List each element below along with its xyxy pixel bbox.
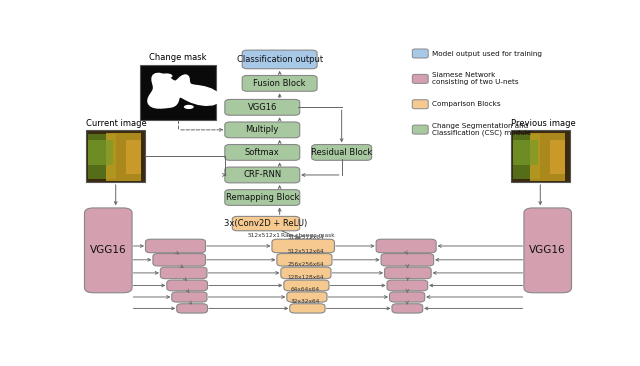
Text: Multiply: Multiply [246, 126, 279, 134]
FancyBboxPatch shape [390, 292, 425, 302]
FancyBboxPatch shape [524, 208, 572, 293]
Text: CRF-RNN: CRF-RNN [243, 171, 282, 179]
FancyBboxPatch shape [140, 65, 216, 120]
Text: Previous image: Previous image [511, 119, 575, 128]
Text: Fusion Block: Fusion Block [253, 79, 306, 88]
FancyBboxPatch shape [225, 100, 300, 115]
Text: 512x512x1: 512x512x1 [248, 233, 280, 238]
FancyBboxPatch shape [225, 190, 300, 205]
FancyBboxPatch shape [125, 140, 141, 173]
FancyBboxPatch shape [86, 130, 145, 182]
Text: Change mask: Change mask [149, 53, 207, 62]
FancyBboxPatch shape [312, 145, 372, 160]
FancyBboxPatch shape [412, 125, 428, 134]
FancyBboxPatch shape [284, 280, 329, 291]
Text: 32x32x64: 32x32x64 [291, 299, 321, 304]
FancyBboxPatch shape [387, 280, 428, 291]
FancyBboxPatch shape [84, 208, 132, 293]
Text: 128x128x64: 128x128x64 [287, 275, 324, 280]
FancyBboxPatch shape [242, 50, 317, 69]
FancyBboxPatch shape [172, 292, 207, 302]
Text: VGG16: VGG16 [529, 245, 566, 255]
Text: 3x(Conv2D + ReLU): 3x(Conv2D + ReLU) [225, 219, 308, 228]
Text: 512x512x64: 512x512x64 [287, 249, 324, 254]
FancyBboxPatch shape [392, 304, 423, 313]
Text: VGG16: VGG16 [248, 103, 277, 112]
FancyBboxPatch shape [287, 292, 327, 302]
Ellipse shape [184, 105, 194, 109]
Polygon shape [147, 72, 221, 109]
FancyBboxPatch shape [412, 100, 428, 109]
Ellipse shape [161, 74, 172, 78]
FancyBboxPatch shape [550, 140, 565, 173]
Text: VGG16: VGG16 [90, 245, 127, 255]
Text: 64x64x64: 64x64x64 [291, 287, 320, 292]
FancyBboxPatch shape [88, 134, 116, 179]
FancyBboxPatch shape [225, 145, 300, 160]
Text: Residual Block: Residual Block [311, 148, 372, 157]
FancyBboxPatch shape [225, 122, 300, 138]
Text: Softmax: Softmax [245, 148, 280, 157]
FancyBboxPatch shape [381, 254, 434, 266]
Text: Model output used for training: Model output used for training [432, 51, 542, 56]
FancyBboxPatch shape [412, 49, 428, 58]
FancyBboxPatch shape [167, 280, 207, 291]
FancyBboxPatch shape [385, 267, 431, 279]
Text: Comparison Blocks: Comparison Blocks [432, 101, 500, 107]
FancyBboxPatch shape [145, 239, 205, 253]
FancyBboxPatch shape [376, 239, 436, 253]
Text: Siamese Network
consisting of two U-nets: Siamese Network consisting of two U-nets [432, 72, 519, 85]
FancyBboxPatch shape [242, 75, 317, 91]
FancyBboxPatch shape [88, 140, 113, 165]
FancyBboxPatch shape [513, 134, 540, 179]
FancyBboxPatch shape [225, 167, 300, 183]
FancyBboxPatch shape [412, 74, 428, 83]
Text: Remapping Block: Remapping Block [225, 193, 299, 202]
FancyBboxPatch shape [272, 239, 335, 253]
FancyBboxPatch shape [161, 267, 207, 279]
Text: Raw change mask: Raw change mask [280, 233, 334, 238]
FancyBboxPatch shape [232, 216, 300, 231]
FancyBboxPatch shape [531, 133, 565, 180]
FancyBboxPatch shape [513, 140, 538, 165]
FancyBboxPatch shape [106, 133, 141, 180]
FancyBboxPatch shape [290, 304, 325, 313]
Text: 256x256x64: 256x256x64 [287, 262, 324, 268]
Text: Change Segmentation and
Classification (CSC) module: Change Segmentation and Classification (… [432, 123, 532, 137]
FancyBboxPatch shape [277, 254, 332, 266]
FancyBboxPatch shape [511, 130, 570, 182]
Text: Current image: Current image [86, 119, 147, 128]
Text: Classification output: Classification output [237, 55, 323, 64]
FancyBboxPatch shape [281, 267, 331, 279]
FancyBboxPatch shape [177, 304, 207, 313]
Text: 512x512x64: 512x512x64 [287, 235, 324, 239]
FancyBboxPatch shape [153, 254, 205, 266]
